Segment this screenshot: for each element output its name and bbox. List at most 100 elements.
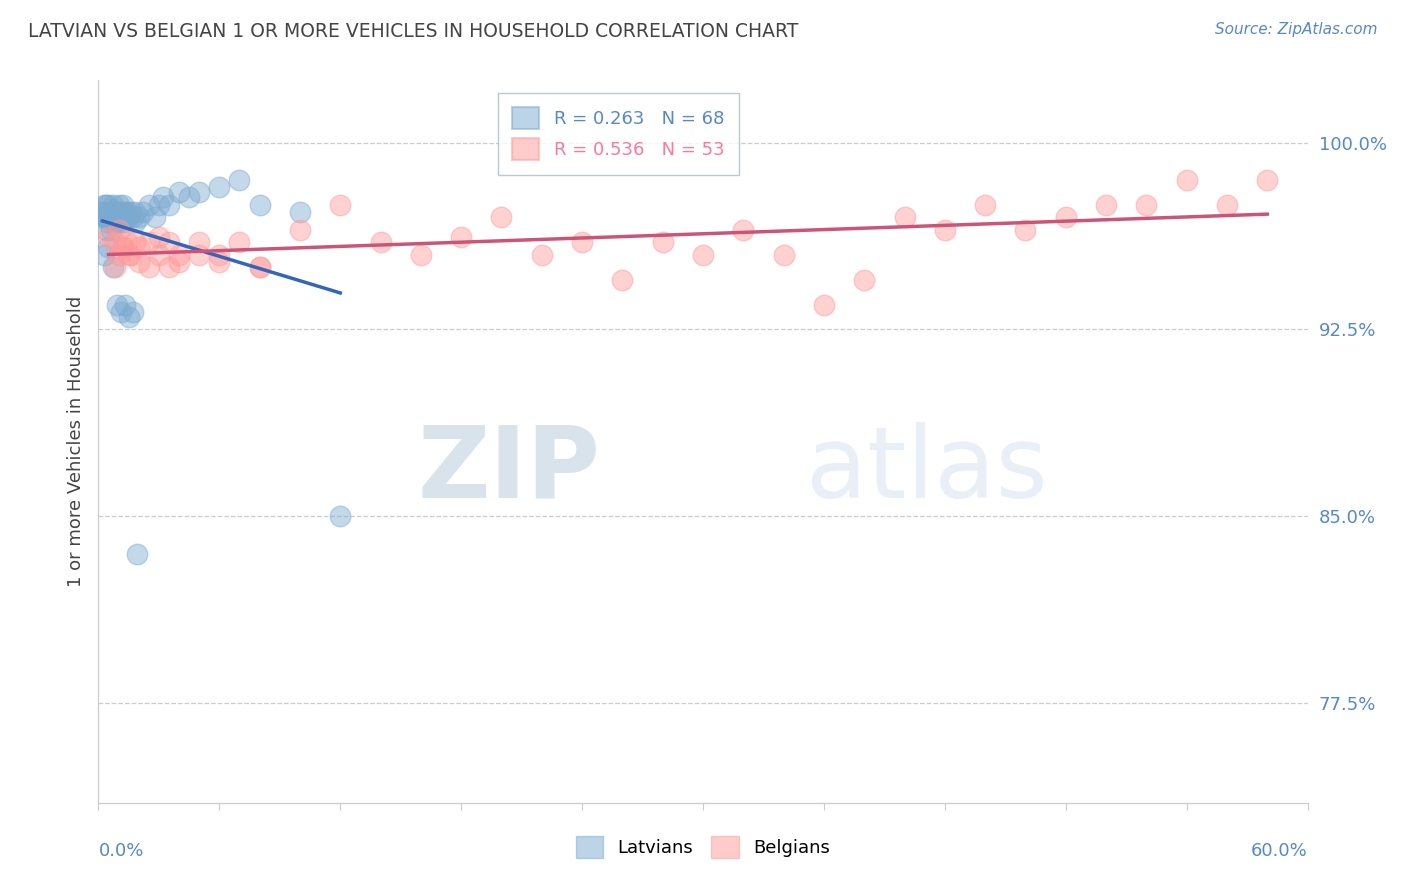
Point xyxy=(167,248,190,262)
Point xyxy=(101,211,124,225)
Point xyxy=(157,260,180,274)
Point xyxy=(107,211,129,225)
Point xyxy=(97,198,120,212)
Point xyxy=(114,211,136,225)
Point xyxy=(249,260,271,274)
Point xyxy=(93,211,115,225)
Point xyxy=(288,223,311,237)
Point xyxy=(96,223,118,237)
Point xyxy=(97,230,120,244)
Point xyxy=(132,205,155,219)
Point xyxy=(288,205,311,219)
Point xyxy=(138,260,160,274)
Point xyxy=(491,211,513,225)
Point xyxy=(143,211,166,225)
Point xyxy=(101,198,124,212)
Legend: Latvians, Belgians: Latvians, Belgians xyxy=(569,829,837,865)
Point xyxy=(148,248,170,262)
Text: ZIP: ZIP xyxy=(418,422,600,519)
Point xyxy=(179,190,201,204)
Point xyxy=(105,297,128,311)
Point xyxy=(105,215,128,229)
Point xyxy=(107,223,129,237)
Point xyxy=(934,223,956,237)
Point xyxy=(105,205,128,219)
Point xyxy=(612,272,634,286)
Point xyxy=(118,310,141,324)
Point xyxy=(97,211,120,225)
Point xyxy=(118,248,141,262)
Point xyxy=(249,198,271,212)
Point xyxy=(329,509,352,524)
Point xyxy=(107,198,129,212)
Point xyxy=(128,255,150,269)
Point xyxy=(1135,198,1157,212)
Legend: R = 0.263   N = 68, R = 0.536   N = 53: R = 0.263 N = 68, R = 0.536 N = 53 xyxy=(498,93,740,175)
Point xyxy=(974,198,997,212)
Point xyxy=(103,205,125,219)
Point xyxy=(1175,173,1198,187)
Point xyxy=(94,205,117,219)
Point xyxy=(100,211,122,225)
Point xyxy=(148,198,170,212)
Point xyxy=(188,248,211,262)
Point xyxy=(1256,173,1278,187)
Point xyxy=(91,205,114,219)
Text: LATVIAN VS BELGIAN 1 OR MORE VEHICLES IN HOUSEHOLD CORRELATION CHART: LATVIAN VS BELGIAN 1 OR MORE VEHICLES IN… xyxy=(28,22,799,41)
Text: 0.0%: 0.0% xyxy=(98,842,143,860)
Point xyxy=(128,211,150,225)
Point xyxy=(138,235,160,250)
Point xyxy=(167,255,190,269)
Point xyxy=(104,211,127,225)
Point xyxy=(100,205,122,219)
Point xyxy=(128,240,150,254)
Point xyxy=(105,211,128,225)
Point xyxy=(120,205,142,219)
Point xyxy=(157,198,180,212)
Point xyxy=(110,305,132,319)
Point xyxy=(124,215,146,229)
Point xyxy=(111,240,134,254)
Point xyxy=(208,180,231,194)
Point xyxy=(103,235,125,250)
Point xyxy=(157,235,180,250)
Point xyxy=(853,272,876,286)
Point xyxy=(111,240,134,254)
Point xyxy=(93,248,115,262)
Point xyxy=(651,235,673,250)
Point xyxy=(152,190,174,204)
Point xyxy=(96,211,118,225)
Point xyxy=(1216,198,1239,212)
Point xyxy=(96,211,118,225)
Point xyxy=(101,260,124,274)
Point xyxy=(114,297,136,311)
Point xyxy=(124,205,146,219)
Point xyxy=(228,173,250,187)
Point xyxy=(893,211,915,225)
Point xyxy=(530,248,553,262)
Point xyxy=(208,255,231,269)
Point xyxy=(96,198,118,212)
Point xyxy=(110,211,132,225)
Point xyxy=(692,248,714,262)
Point xyxy=(249,260,271,274)
Point xyxy=(103,211,125,225)
Text: 60.0%: 60.0% xyxy=(1251,842,1308,860)
Point xyxy=(148,230,170,244)
Point xyxy=(409,248,432,262)
Point xyxy=(103,211,125,225)
Point xyxy=(115,235,138,250)
Point xyxy=(571,235,593,250)
Point xyxy=(103,215,125,229)
Point xyxy=(1054,211,1077,225)
Point xyxy=(97,240,120,254)
Point xyxy=(115,205,138,219)
Point xyxy=(93,198,115,212)
Point xyxy=(120,248,142,262)
Point xyxy=(111,211,134,225)
Point xyxy=(450,230,472,244)
Point xyxy=(103,260,125,274)
Point xyxy=(370,235,392,250)
Point xyxy=(118,211,141,225)
Point xyxy=(107,215,129,229)
